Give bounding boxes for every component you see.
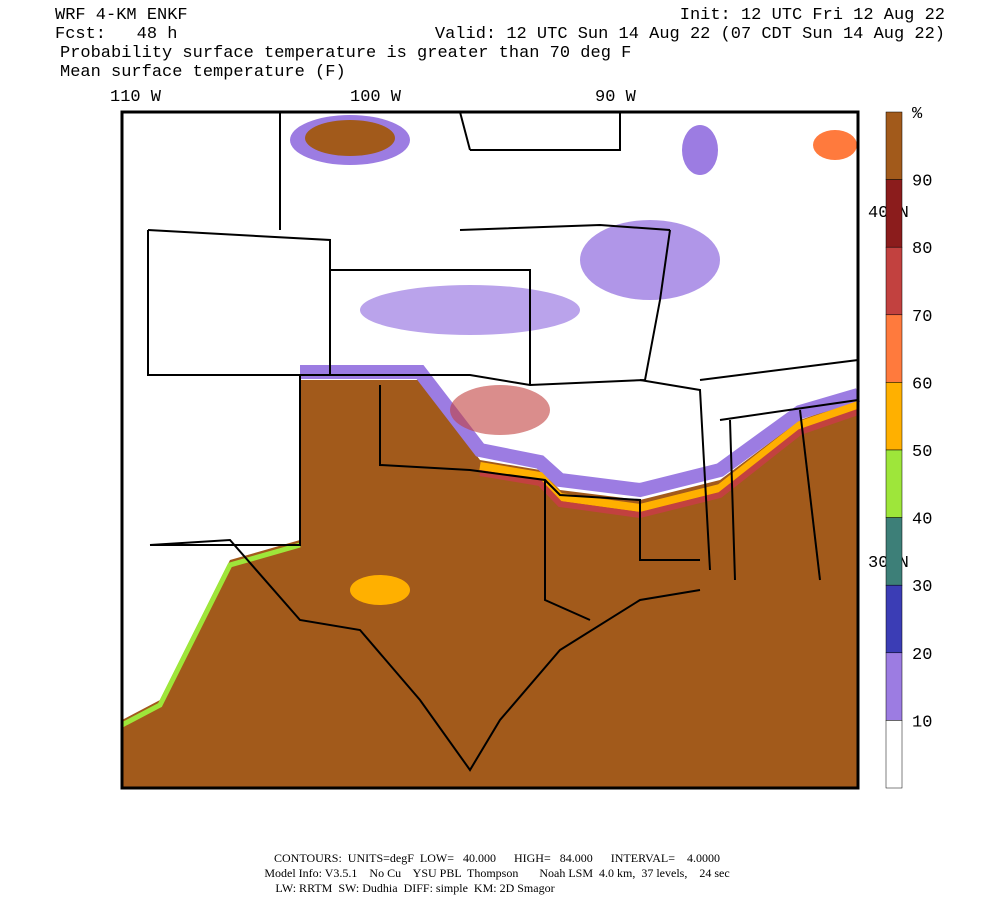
prob-blob: [813, 130, 857, 160]
prob-blob: [305, 120, 395, 156]
colorbar-label: 20: [912, 646, 932, 665]
init-time: Init: 12 UTC Fri 12 Aug 22: [680, 6, 945, 25]
colorbar-label: 90: [912, 173, 932, 192]
colorbar-label: 60: [912, 375, 932, 394]
footer-line: Model Info: V3.5.1 No Cu YSU PBL Thompso…: [264, 866, 729, 880]
prob-blob: [682, 125, 718, 175]
colorbar: 90 80 70 60 50 40 30 20 10: [885, 111, 932, 789]
colorbar-band: [885, 584, 903, 654]
colorbar-band: [885, 111, 903, 180]
state-borders: [147, 111, 859, 772]
prob-band: [120, 542, 301, 728]
colorbar-label: 30: [912, 578, 932, 597]
lon-label: 100 W: [350, 88, 402, 107]
field-title: Probability surface temperature is great…: [60, 44, 631, 63]
colorbar-band: [885, 179, 903, 248]
prob-blob: [580, 220, 720, 300]
valid-time: Valid: 12 UTC Sun 14 Aug 22 (07 CDT Sun …: [435, 25, 945, 44]
colorbar-band: [885, 246, 903, 316]
prob-blob: [450, 385, 550, 435]
lon-label: 110 W: [110, 88, 162, 107]
colorbar-band: [885, 720, 903, 789]
model-title: WRF 4-KM ENKF: [55, 6, 188, 25]
colorbar-label: 80: [912, 240, 932, 259]
prob-band: [300, 365, 860, 498]
colorbar-label: 10: [912, 713, 932, 732]
footer-line: LW: RRTM SW: Dudhia DIFF: simple KM: 2D …: [275, 881, 554, 895]
colorbar-band: [885, 449, 903, 518]
map: [120, 110, 860, 790]
footer-line: CONTOURS: UNITS=degF LOW= 40.000 HIGH= 8…: [274, 851, 720, 865]
lon-label: 90 W: [595, 88, 637, 107]
colorbar-band: [885, 314, 903, 383]
colorbar-band: [885, 652, 903, 721]
colorbar-unit: %: [912, 105, 923, 124]
colorbar-label: 50: [912, 443, 932, 462]
colorbar-label: 70: [912, 308, 932, 327]
field-title: Mean surface temperature (F): [60, 63, 346, 82]
colorbar-band: [885, 382, 903, 451]
prob-blob: [350, 575, 410, 605]
map-frame: [120, 110, 860, 790]
prob-blob: [360, 285, 580, 335]
colorbar-band: [885, 517, 903, 586]
forecast-hour: Fcst: 48 h: [55, 25, 177, 44]
colorbar-label: 40: [912, 511, 932, 530]
